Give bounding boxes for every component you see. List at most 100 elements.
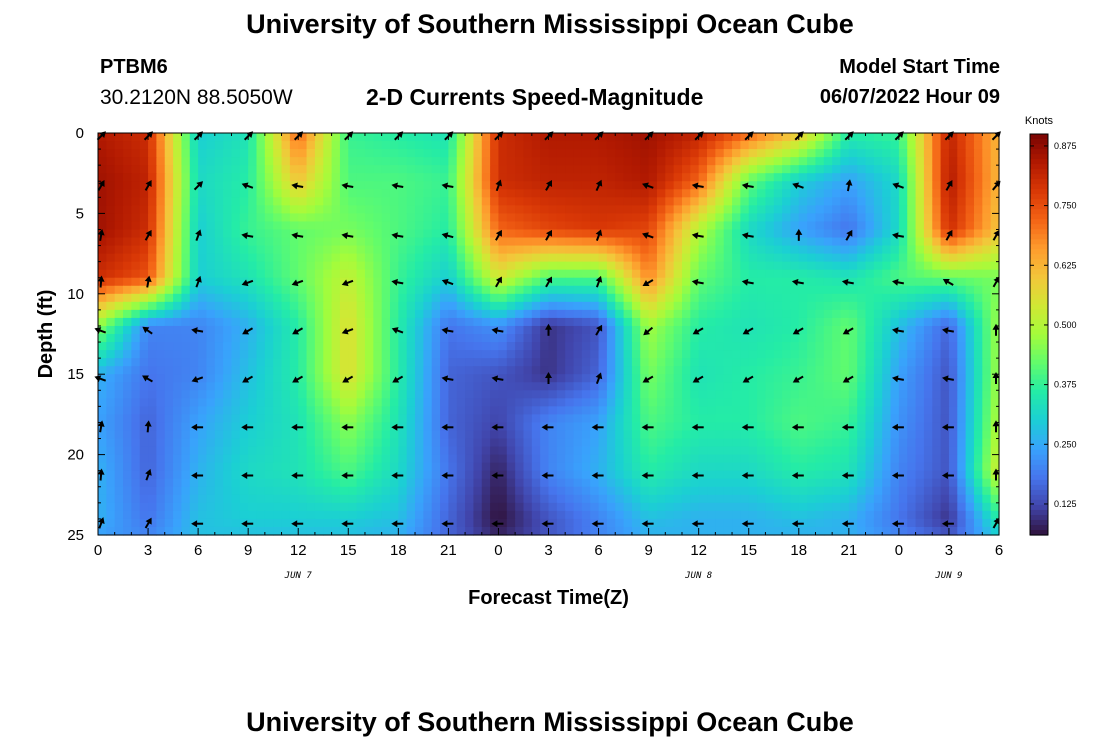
heatmap-cell [748, 293, 758, 303]
heatmap-cell [565, 301, 575, 311]
heatmap-cell [98, 422, 107, 432]
heatmap-cell [123, 494, 132, 504]
heatmap-cell [848, 342, 858, 351]
heatmap-cell [173, 173, 183, 182]
heatmap-cell [615, 462, 625, 472]
heatmap-cell [548, 293, 558, 303]
heatmap-cell [857, 406, 867, 415]
heatmap-cell [965, 358, 975, 367]
heatmap-cell [206, 494, 216, 504]
heatmap-cell [156, 133, 166, 142]
heatmap-cell [957, 133, 967, 142]
heatmap-cell [790, 334, 800, 343]
heatmap-cell [415, 229, 424, 239]
heatmap-cell [815, 189, 825, 198]
heatmap-cell [565, 358, 575, 367]
heatmap-cell [882, 430, 892, 440]
heatmap-cell [815, 438, 825, 448]
heatmap-cell [865, 309, 875, 319]
heatmap-cell [506, 253, 516, 263]
heatmap-cell [415, 301, 424, 311]
heatmap-cell [531, 221, 541, 231]
heatmap-cell [389, 285, 399, 295]
heatmap-cell [690, 342, 700, 351]
heatmap-cell [623, 446, 633, 456]
heatmap-cell [289, 285, 299, 295]
heatmap-cell [748, 486, 758, 496]
heatmap-cell [782, 430, 792, 440]
heatmap-cell [473, 189, 483, 198]
heatmap-cell [173, 205, 183, 214]
heatmap-cell [289, 398, 299, 407]
heatmap-cell [757, 221, 766, 231]
heatmap-cell [615, 229, 625, 239]
heatmap-cell [98, 462, 107, 472]
heatmap-cell [698, 245, 708, 255]
heatmap-cell [114, 422, 124, 432]
heatmap-cell [815, 149, 825, 158]
heatmap-cell [306, 478, 316, 488]
heatmap-cell [364, 141, 374, 150]
heatmap-cell [631, 454, 641, 464]
heatmap-cell [581, 350, 591, 359]
heatmap-cell [239, 213, 249, 223]
heatmap-cell [857, 141, 867, 150]
heatmap-cell [198, 197, 208, 206]
heatmap-cell [790, 245, 800, 255]
heatmap-cell [973, 245, 983, 255]
heatmap-cell [523, 366, 533, 375]
heatmap-cell [148, 366, 157, 375]
heatmap-cell [256, 229, 266, 239]
heatmap-cell [698, 173, 708, 182]
heatmap-cell [565, 454, 575, 464]
heatmap-cell [490, 213, 500, 223]
heatmap-cell [498, 189, 508, 198]
heatmap-cell [431, 277, 441, 287]
heatmap-cell [707, 382, 716, 391]
heatmap-cell [865, 285, 875, 295]
heatmap-cell [189, 414, 199, 424]
heatmap-cell [348, 342, 358, 351]
heatmap-cell [940, 197, 950, 206]
heatmap-cell [431, 414, 441, 424]
heatmap-cell [873, 269, 883, 279]
heatmap-cell [898, 358, 908, 367]
heatmap-cell [281, 390, 291, 399]
heatmap-cell [139, 189, 149, 198]
heatmap-cell [790, 301, 800, 311]
heatmap-cell [581, 277, 591, 287]
heatmap-cell [957, 277, 967, 287]
heatmap-cell [923, 414, 933, 424]
heatmap-cell [548, 374, 558, 383]
heatmap-cell [406, 366, 416, 375]
heatmap-cell [548, 438, 558, 448]
heatmap-cell [473, 390, 483, 399]
heatmap-cell [198, 181, 208, 190]
heatmap-cell [973, 157, 983, 166]
heatmap-cell [723, 245, 733, 255]
heatmap-cell [481, 438, 491, 448]
heatmap-cell [465, 342, 475, 351]
heatmap-cell [198, 462, 208, 472]
heatmap-cell [423, 309, 433, 319]
heatmap-cell [698, 237, 708, 247]
heatmap-cell [465, 422, 475, 432]
heatmap-cell [223, 478, 233, 488]
heatmap-cell [114, 157, 124, 166]
heatmap-cell [415, 390, 424, 399]
heatmap-cell [506, 430, 516, 440]
heatmap-cell [490, 414, 500, 424]
heatmap-cell [423, 237, 433, 247]
heatmap-cell [723, 430, 733, 440]
heatmap-cell [440, 149, 449, 158]
heatmap-cell [890, 133, 900, 142]
heatmap-cell [665, 317, 675, 327]
heatmap-cell [356, 462, 366, 472]
heatmap-cell [331, 277, 341, 287]
heatmap-cell [790, 366, 800, 375]
heatmap-cell [348, 229, 358, 239]
heatmap-cell [765, 157, 775, 166]
heatmap-cell [148, 197, 157, 206]
heatmap-cell [189, 277, 199, 287]
heatmap-cell [181, 157, 191, 166]
